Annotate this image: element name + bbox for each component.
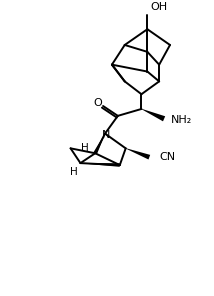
Polygon shape xyxy=(80,163,120,167)
Text: H: H xyxy=(82,143,89,153)
Text: O: O xyxy=(94,98,103,108)
Polygon shape xyxy=(141,109,165,121)
Text: CN: CN xyxy=(159,152,175,162)
Polygon shape xyxy=(94,133,105,154)
Polygon shape xyxy=(126,148,150,160)
Text: H: H xyxy=(70,167,77,177)
Text: N: N xyxy=(102,130,110,139)
Text: NH₂: NH₂ xyxy=(171,115,192,125)
Text: OH: OH xyxy=(150,1,167,12)
